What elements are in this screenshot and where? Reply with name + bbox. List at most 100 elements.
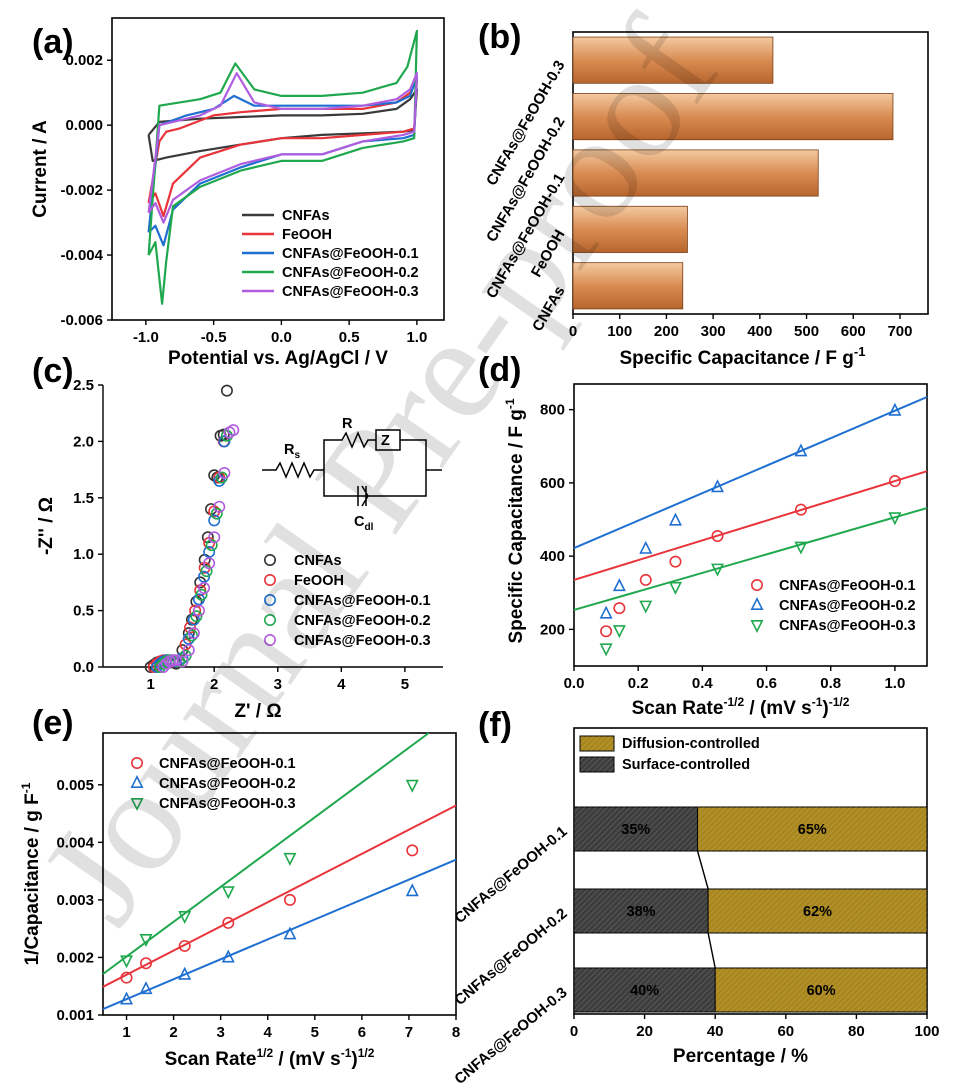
- data-point-CNFAs@FeOOH-0.3: [218, 466, 231, 479]
- data-point-CNFAs@FeOOH-0.3: [182, 644, 195, 657]
- data-point-CNFAs@FeOOH-0.2: [210, 507, 223, 520]
- legend-label: CNFAs: [282, 208, 330, 224]
- y-tick-label: -0.002: [60, 182, 103, 199]
- x-tick-label: 5: [401, 676, 409, 693]
- x-tick-label: 1: [122, 1024, 130, 1041]
- x-tick-label: 60: [777, 1023, 794, 1040]
- bar-CNFAs@FeOOH-0.2: [572, 93, 894, 141]
- legend-marker: [263, 593, 276, 606]
- y-axis-title-text: Specific Capacitance / F g: [506, 409, 527, 643]
- data-point-CNFAs@FeOOH-0.2: [185, 629, 198, 642]
- x-tick-label: 1: [146, 676, 154, 693]
- legend-label: CNFAs@FeOOH-0.1: [282, 246, 419, 262]
- x-axis-title-sup: 1/2: [358, 1046, 375, 1060]
- connector-line: [707, 932, 716, 969]
- bar-value-label: 40%: [630, 983, 659, 999]
- data-point-CNFAs: [220, 384, 233, 397]
- bar-hatch: [574, 807, 698, 851]
- data-point-CNFAs@FeOOH-0.1: [140, 957, 153, 970]
- x-tick-label: 0.0: [564, 675, 585, 692]
- data-point-CNFAs@FeOOH-0.3: [227, 424, 240, 437]
- data-point-CNFAs@FeOOH-0.1: [639, 573, 652, 586]
- data-point-CNFAs@FeOOH-0.1: [208, 514, 221, 527]
- legend-label: CNFAs: [294, 553, 342, 569]
- x-axis-title-text: ): [822, 698, 828, 719]
- x-tick-label: -0.5: [201, 329, 227, 346]
- x-tick-label: 5: [311, 1024, 319, 1041]
- data-point-CNFAs@FeOOH-0.3: [213, 500, 226, 513]
- bar-hatch: [715, 968, 927, 1012]
- x-tick-label: 0: [569, 323, 577, 340]
- legend-label: Surface-controlled: [622, 757, 750, 773]
- legend-label: CNFAs@FeOOH-0.1: [779, 578, 916, 594]
- y-tick-label: 400: [540, 548, 565, 565]
- x-tick-label: 0.6: [756, 675, 777, 692]
- circuit-label-rs: Rs: [284, 442, 300, 461]
- legend-marker: [750, 619, 764, 633]
- x-tick-label: 4: [337, 676, 346, 693]
- legend-label: CNFAs@FeOOH-0.2: [282, 265, 419, 281]
- data-point-CNFAs@FeOOH-0.2: [178, 966, 192, 980]
- data-point-CNFAs@FeOOH-0.3: [668, 581, 682, 595]
- legend-label: CNFAs@FeOOH-0.3: [159, 796, 296, 812]
- bar-CNFAs: [572, 262, 684, 310]
- bar-hatch: [708, 889, 927, 933]
- data-point-CNFAs@FeOOH-0.3: [405, 779, 419, 793]
- data-point-CNFAs@FeOOH-0.1: [794, 503, 807, 516]
- legend-label: CNFAs@FeOOH-0.3: [779, 618, 916, 634]
- data-point-CNFAs@FeOOH-0.3: [283, 852, 297, 866]
- y-tick-label: 0.002: [56, 949, 94, 966]
- data-point-CNFAs@FeOOH-0.3: [711, 563, 725, 577]
- bar-value-label: 35%: [621, 822, 650, 838]
- data-point-CNFAs@FeOOH-0.2: [200, 565, 213, 578]
- bar-hatch: [574, 889, 709, 933]
- x-axis-title-sup: -1: [854, 344, 866, 359]
- y-axis-title-sup: -1: [19, 782, 33, 793]
- data-point-CNFAs@FeOOH-0.3: [612, 625, 626, 639]
- x-tick-label: 2: [169, 1024, 177, 1041]
- x-tick-label: 400: [747, 323, 772, 340]
- panel-e: (e) 1 2 3 4 5 6 7 8 0.001 0.002 0.003 0.004 0.005 Scan…: [19, 704, 460, 1070]
- fit-line-CNFAs@FeOOH-0.1: [573, 470, 928, 581]
- x-tick-label: 7: [405, 1024, 413, 1041]
- y-tick-label: -0.004: [60, 247, 103, 264]
- legend-label: CNFAs@FeOOH-0.2: [779, 598, 916, 614]
- y-tick-label: -0.006: [60, 312, 103, 329]
- legend-marker: [263, 573, 276, 586]
- bar-CNFAs@FeOOH-0.3: [572, 36, 774, 84]
- y-tick-label: 600: [540, 475, 565, 492]
- data-point-CNFAs@FeOOH-0.3: [208, 531, 221, 544]
- legend-label: CNFAs@FeOOH-0.1: [294, 593, 431, 609]
- bar-value-label: 62%: [803, 904, 832, 920]
- x-axis-title-sup: 1/2: [256, 1046, 273, 1060]
- circuit-label-text: R: [284, 442, 295, 458]
- x-tick-label: 1.0: [406, 329, 427, 346]
- legend-label: Diffusion-controlled: [622, 736, 760, 752]
- fit-line-CNFAs@FeOOH-0.2: [573, 396, 928, 549]
- bar-hatch: [697, 807, 927, 851]
- data-point-CNFAs@FeOOH-0.1: [198, 570, 211, 583]
- y-tick-label: 2.5: [73, 377, 94, 394]
- data-point-FeOOH: [189, 604, 202, 617]
- x-tick-label: 20: [636, 1023, 653, 1040]
- circuit-label-r: R: [342, 416, 353, 432]
- y-axis-title: Specific Capacitance / F g-1: [503, 398, 527, 643]
- x-tick-label: 6: [358, 1024, 366, 1041]
- circuit-label-sub: s: [294, 450, 300, 461]
- legend-marker: [263, 613, 276, 626]
- panel-label-c: (c): [32, 352, 74, 390]
- x-axis-title: Scan Rate-1/2 / (mV s-1)-1/2: [632, 695, 850, 719]
- legend-marker: [263, 553, 276, 566]
- legend-label: FeOOH: [294, 573, 344, 589]
- data-point-CNFAs@FeOOH-0.1: [669, 555, 682, 568]
- data-point-CNFAs@FeOOH-0.1: [218, 435, 231, 448]
- x-tick-label: 0.8: [820, 675, 841, 692]
- data-point-CNFAs@FeOOH-0.3: [139, 934, 153, 948]
- y-tick-label: 0.001: [56, 1007, 94, 1024]
- panel-label-f: (f): [478, 706, 512, 744]
- fit-line-CNFAs@FeOOH-0.3: [102, 732, 430, 975]
- y-tick-label: 1.5: [73, 490, 94, 507]
- x-axis-title: Z' / Ω: [234, 701, 281, 722]
- fit-line-CNFAs@FeOOH-0.1: [102, 804, 457, 988]
